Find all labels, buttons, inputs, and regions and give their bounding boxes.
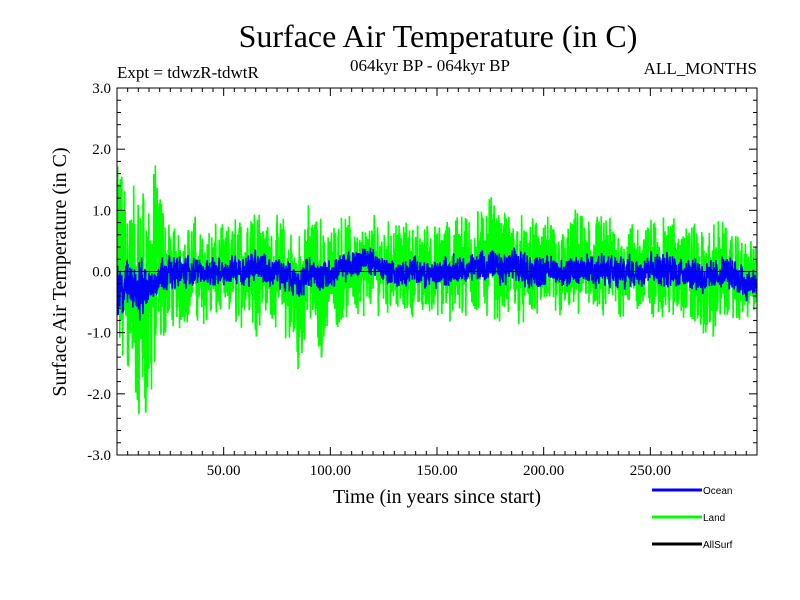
experiment-label: Expt = tdwzR-tdwtR: [117, 63, 259, 82]
y-tick-label: -2.0: [87, 387, 111, 403]
legend-label-ocean: Ocean: [703, 486, 732, 497]
x-tick-label: 250.00: [630, 463, 671, 479]
legend-label-allsurf: AllSurf: [703, 540, 733, 551]
y-tick-label: -3.0: [87, 448, 111, 464]
series-land-line: [117, 165, 757, 415]
y-tick-label: 3.0: [92, 81, 111, 97]
months-label: ALL_MONTHS: [644, 59, 757, 78]
y-tick-label: 2.0: [92, 142, 111, 158]
series-ocean-line: [117, 247, 757, 321]
x-axis-label: Time (in years since start): [333, 486, 541, 508]
x-tick-label: 150.00: [416, 463, 457, 479]
ticks-layer: 50.00 100.00 150.00 200.00 250.00 3.0 2.0 1.0 0.…: [87, 81, 757, 479]
series-layer: [117, 165, 757, 415]
period-label: 064kyr BP - 064kyr BP: [350, 56, 510, 75]
y-tick-label: -1.0: [87, 326, 111, 342]
y-tick-label: 0.0: [92, 265, 111, 281]
legend: Ocean Land AllSurf: [652, 486, 733, 551]
x-tick-label: 100.00: [310, 463, 351, 479]
legend-label-land: Land: [703, 513, 725, 524]
y-axis-label: Surface Air Temperature (in C): [49, 147, 71, 396]
x-tick-label: 200.00: [523, 463, 564, 479]
y-tick-label: 1.0: [92, 203, 111, 219]
chart-title: Surface Air Temperature (in C): [239, 18, 638, 54]
x-tick-label: 50.00: [207, 463, 241, 479]
